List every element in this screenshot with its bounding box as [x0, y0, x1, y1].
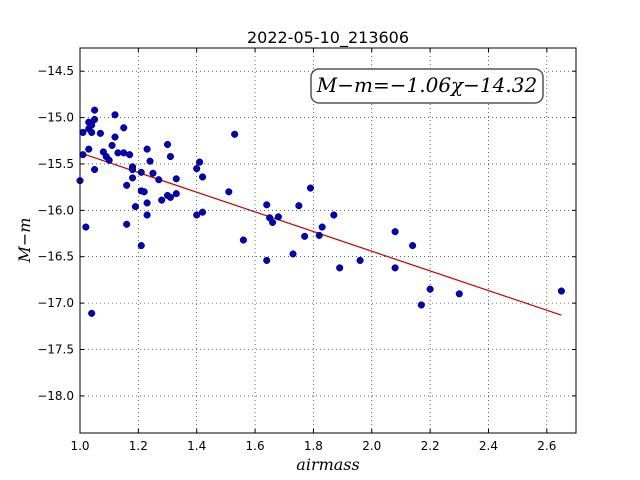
data-point	[318, 223, 326, 231]
x-tick-label: 2.6	[537, 439, 556, 453]
data-point	[198, 208, 207, 216]
data-points	[76, 106, 565, 317]
y-tick-label: −15.0	[37, 111, 74, 125]
data-point	[91, 106, 99, 114]
annotation-box	[310, 68, 544, 104]
data-point	[131, 203, 139, 211]
y-axis-label: M−m	[15, 218, 34, 264]
data-point	[108, 141, 116, 149]
data-point	[391, 228, 399, 236]
data-point	[455, 290, 463, 298]
y-tick-label: −17.0	[37, 296, 74, 310]
data-point	[172, 175, 180, 183]
data-point	[315, 231, 323, 239]
data-point	[274, 213, 282, 221]
data-point	[88, 128, 96, 136]
y-tick-label: −17.5	[37, 343, 74, 357]
data-point	[111, 133, 119, 141]
data-point	[231, 130, 239, 138]
data-point	[356, 256, 364, 264]
data-point	[166, 193, 174, 201]
data-point	[120, 149, 128, 157]
data-point	[120, 124, 128, 132]
x-tick-label: 1.0	[70, 439, 89, 453]
x-tick-label: 1.8	[304, 439, 323, 453]
data-point	[198, 173, 207, 181]
plot-frame	[79, 47, 577, 434]
data-point	[79, 128, 87, 136]
data-point	[137, 168, 145, 176]
data-point	[143, 145, 151, 153]
data-point	[128, 174, 137, 182]
data-point	[140, 188, 148, 196]
chart-title: 2022-05-10_213606	[247, 28, 409, 48]
data-point	[409, 242, 417, 250]
data-point	[306, 184, 315, 192]
axis-ticks: 1.0 1.2 1.4 1.6 1.8 2.0 2.2 2.4 2.6 −14.5 −15.0 −15…	[37, 48, 576, 453]
data-point	[91, 115, 99, 123]
data-point	[196, 158, 204, 166]
fit-annotation: M−m=−1.06χ−14.32	[310, 68, 544, 104]
data-point	[172, 190, 180, 198]
data-point	[155, 176, 163, 184]
data-point	[295, 202, 303, 210]
y-tick-label: −14.5	[37, 64, 74, 78]
x-tick-label: 1.6	[246, 439, 265, 453]
data-point	[391, 264, 399, 272]
data-point	[193, 211, 201, 219]
data-point	[143, 211, 151, 219]
data-point	[269, 218, 277, 226]
data-point	[263, 256, 271, 264]
x-tick-label: 2.2	[421, 439, 440, 453]
data-point	[225, 188, 233, 196]
data-point	[158, 196, 166, 204]
data-point	[426, 285, 434, 293]
data-point	[163, 140, 172, 149]
grid	[79, 48, 576, 433]
data-point	[336, 264, 344, 272]
y-tick-label: −18.0	[37, 389, 74, 403]
data-point	[128, 165, 137, 174]
data-point	[193, 165, 201, 173]
data-point	[85, 145, 93, 153]
x-tick-label: 2.4	[479, 439, 498, 453]
data-point	[301, 232, 309, 240]
data-point	[557, 287, 565, 295]
data-point	[146, 157, 154, 165]
y-tick-label: −16.5	[37, 250, 74, 264]
data-point	[105, 156, 113, 164]
data-point	[88, 121, 96, 129]
data-point	[417, 301, 425, 309]
data-point	[82, 223, 90, 231]
data-point	[96, 129, 104, 137]
x-axis-label: airmass	[296, 455, 359, 474]
annotation-text: M−m=−1.06χ−14.32	[316, 73, 537, 97]
data-point	[143, 199, 151, 207]
data-point	[137, 242, 145, 250]
data-point	[239, 236, 247, 244]
x-tick-label: 1.2	[129, 439, 148, 453]
data-point	[123, 181, 131, 189]
x-tick-label: 2.0	[362, 439, 381, 453]
data-point	[289, 250, 297, 258]
data-point	[149, 169, 157, 177]
data-point	[330, 211, 338, 219]
data-point	[79, 151, 87, 159]
y-tick-label: −15.5	[37, 157, 74, 171]
data-point	[263, 201, 271, 209]
data-point	[91, 165, 99, 174]
data-point	[88, 309, 96, 317]
x-tick-label: 1.4	[187, 439, 206, 453]
y-tick-label: −16.0	[37, 203, 74, 217]
data-point	[166, 152, 174, 161]
data-point	[126, 151, 134, 159]
data-point	[123, 220, 131, 228]
data-point	[111, 111, 119, 119]
